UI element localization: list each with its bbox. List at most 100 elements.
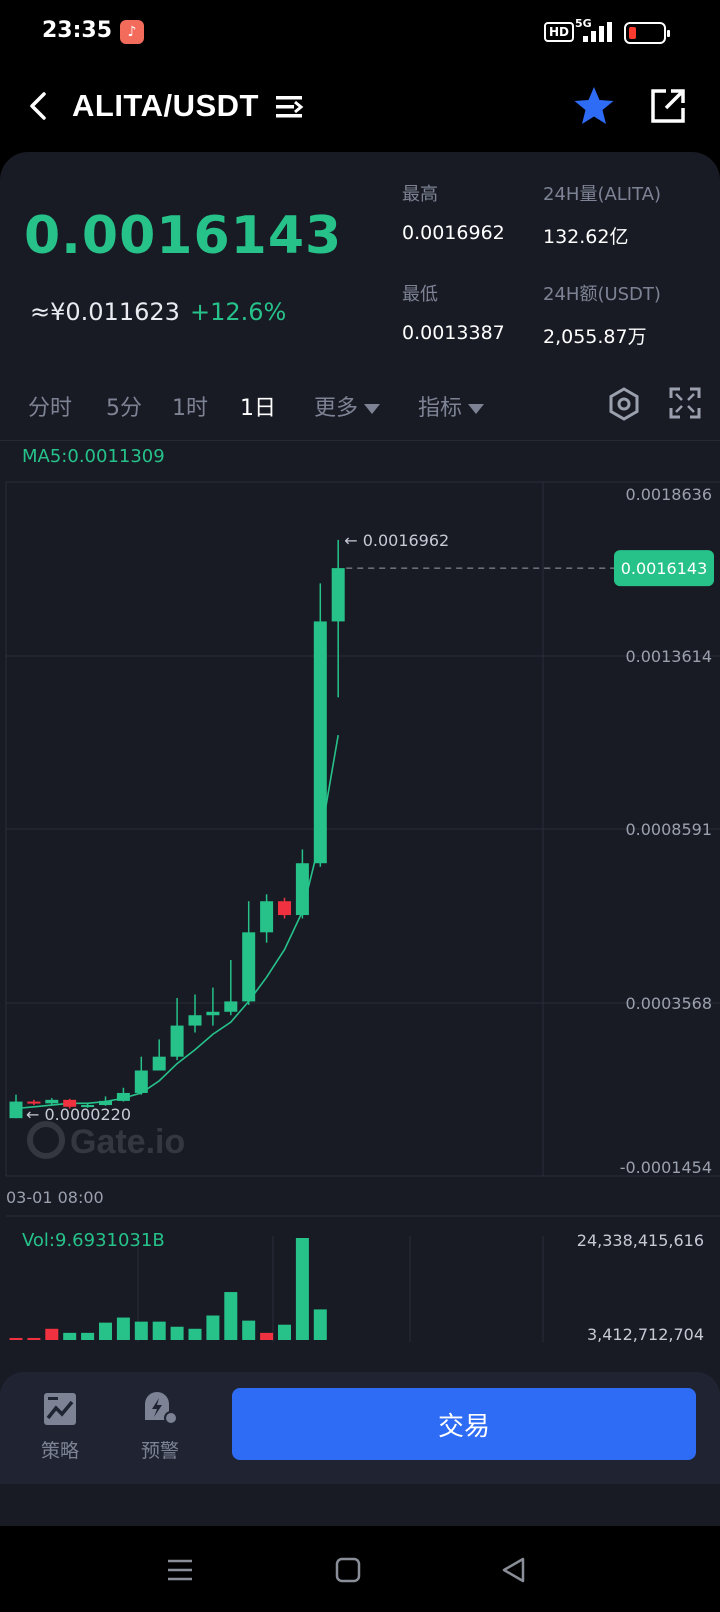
tab-1hour[interactable]: 1时 (172, 396, 208, 421)
price-cny: ≈¥0.011623 (30, 298, 180, 326)
candle-body (99, 1100, 112, 1106)
current-price-tag-text: 0.0016143 (621, 559, 708, 578)
header: ALITA/USDT (0, 68, 720, 152)
volume-bar (206, 1315, 220, 1340)
y-tick-label: 0.0013614 (625, 647, 712, 666)
fullscreen-icon[interactable] (668, 386, 702, 420)
signal-icon (583, 22, 613, 42)
tab-1day[interactable]: 1日 (240, 396, 276, 421)
candle-body (134, 1070, 148, 1093)
volume-bar (188, 1328, 202, 1340)
volume-bar (9, 1337, 23, 1340)
low-value: 0.0013387 (402, 322, 505, 344)
volume-bar (81, 1332, 95, 1340)
status-bar: 23:35 ♪ HD 5G (0, 0, 720, 68)
volume-24h-value: 132.62亿 (543, 226, 629, 248)
high-marker-value: 0.0016962 (363, 531, 450, 550)
home-nav-icon[interactable] (330, 1552, 366, 1588)
alert-label: 预警 (140, 1440, 179, 1462)
interval-tabs: 分时 5分 1时 1日 更多 指标 (0, 380, 720, 436)
tab-indicators-label: 指标 (418, 396, 463, 421)
tab-5min[interactable]: 5分 (106, 396, 142, 421)
strategy-button[interactable]: 策略 (28, 1390, 92, 1463)
volume-bar (134, 1321, 148, 1340)
volume-bar (260, 1332, 274, 1340)
chart-settings-icon[interactable] (606, 386, 642, 422)
alert-icon (145, 1392, 178, 1425)
y-axis-labels: 0.0018636 0.0013614 0.0008591 0.0003568 … (620, 485, 712, 1177)
trade-button[interactable]: 交易 (232, 1388, 696, 1460)
kline-chart[interactable]: Gate.io 0.0018636 0.0013614 0.0008591 0.… (0, 472, 720, 1342)
candle-body (278, 901, 291, 916)
favorite-star-icon[interactable] (572, 84, 616, 128)
status-time: 23:35 (42, 18, 113, 43)
y-tick-label: 0.0003568 (625, 994, 712, 1013)
volume-axis-labels: 24,338,415,616 3,412,712,704 (577, 1231, 704, 1342)
high-label: 最高 (402, 184, 438, 205)
y-tick-label: -0.0001454 (620, 1158, 712, 1177)
low-marker-value: 0.0000220 (45, 1105, 132, 1124)
strategy-icon (44, 1393, 76, 1425)
x-axis-date: 03-01 08:00 (6, 1188, 104, 1207)
watermark-text: Gate.io (70, 1123, 185, 1161)
volume-tick-label: 3,412,712,704 (587, 1325, 704, 1342)
amount-24h-value: 2,055.87万 (543, 326, 647, 348)
back-nav-icon[interactable] (496, 1552, 532, 1588)
chart-grid (5, 481, 720, 1342)
volume-bar (170, 1326, 184, 1340)
candle-body (170, 1025, 184, 1057)
share-icon[interactable] (648, 86, 688, 126)
volume-24h-label: 24H量(ALITA) (543, 184, 662, 205)
network-type: 5G (575, 17, 592, 30)
price-change: +12.6% (190, 298, 287, 326)
back-icon[interactable] (20, 86, 60, 126)
volume-bar (313, 1309, 327, 1340)
candle-body (152, 1056, 166, 1071)
current-price-badge (614, 550, 714, 587)
low-marker: ← 0.0000220 (26, 1105, 131, 1124)
volume-bar (45, 1328, 59, 1340)
y-tick-label: 0.0008591 (625, 820, 712, 839)
tabs-divider (0, 440, 720, 441)
candle-body (295, 863, 309, 916)
volume-bar (278, 1324, 291, 1340)
high-marker: ← 0.0016962 (344, 531, 449, 550)
alert-button[interactable]: 预警 (128, 1390, 192, 1463)
candle-body (188, 1015, 202, 1026)
amount-24h-label: 24H额(USDT) (543, 284, 661, 305)
pair-title[interactable]: ALITA/USDT (72, 88, 259, 123)
tab-indicators[interactable]: 指标 (418, 390, 485, 422)
battery-icon (624, 22, 670, 44)
market-panel: 0.0016143 ≈¥0.011623 +12.6% 最高 0.0016962… (0, 152, 720, 1528)
volume-tick-label: 24,338,415,616 (577, 1231, 704, 1250)
candle-body (45, 1099, 59, 1104)
volume-value: Vol:9.6931031B (22, 1230, 165, 1251)
candle-body (9, 1101, 23, 1119)
candle-body (27, 1101, 41, 1104)
candle-body (81, 1105, 95, 1108)
volume-bar (242, 1320, 256, 1340)
volume-bars (9, 1238, 327, 1340)
volume-bar (63, 1332, 77, 1340)
gate-io-watermark: Gate.io (27, 1121, 185, 1161)
bottom-action-bar: 策略 预警 交易 (0, 1372, 720, 1484)
ma5-value: MA5:0.0011309 (22, 446, 165, 467)
candle-body (224, 1001, 238, 1012)
pair-menu-icon[interactable] (276, 92, 306, 122)
strategy-label: 策略 (40, 1440, 79, 1462)
volume-bar (99, 1322, 112, 1340)
candle-body (242, 932, 256, 1002)
menu-nav-icon[interactable] (162, 1552, 198, 1588)
candle-body (206, 1011, 220, 1016)
system-nav-bar (0, 1526, 720, 1612)
candle-body (63, 1099, 77, 1107)
y-tick-label: 0.0018636 (625, 485, 712, 504)
volume-bar (116, 1317, 130, 1340)
tab-more-label: 更多 (314, 396, 359, 421)
current-price-tag: 0.0016143 (346, 550, 714, 587)
dropdown-arrow-icon (468, 404, 485, 414)
tab-timeline[interactable]: 分时 (28, 396, 73, 421)
tab-more[interactable]: 更多 (314, 390, 381, 422)
dropdown-arrow-icon (364, 404, 381, 414)
candle-body (313, 621, 327, 864)
